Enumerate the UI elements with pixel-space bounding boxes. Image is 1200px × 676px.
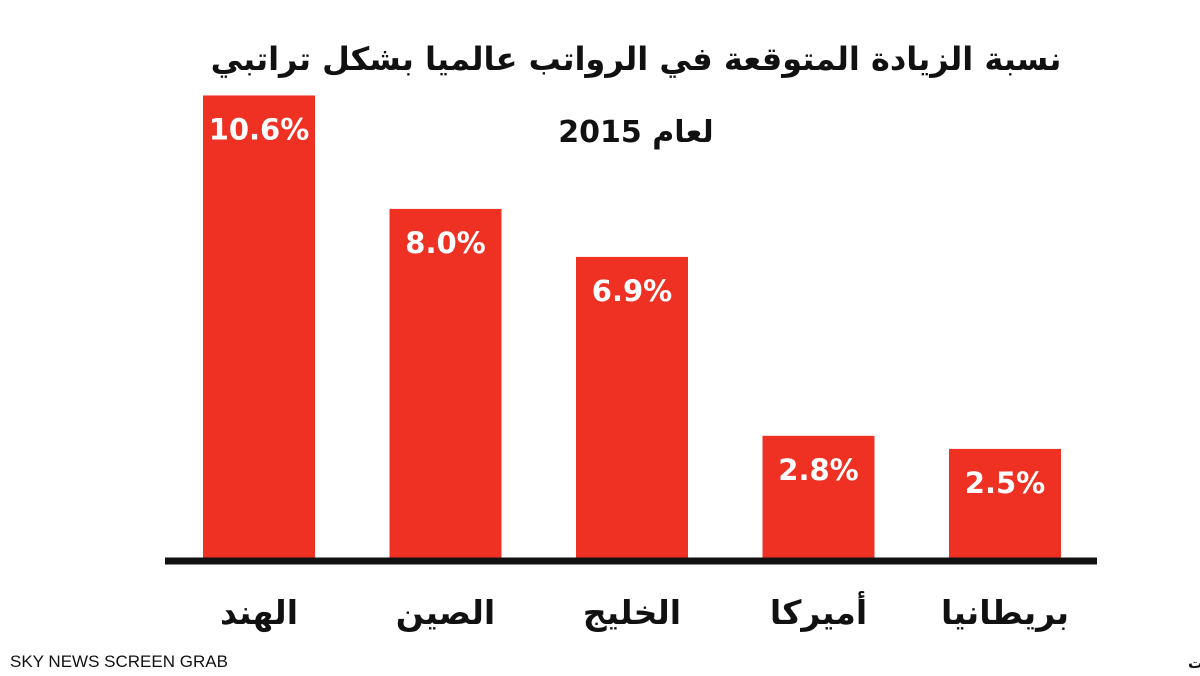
bars-group — [203, 95, 1061, 559]
bar-3 — [576, 256, 688, 558]
watermark: SKY NEWS SCREEN GRAB — [10, 652, 228, 671]
bar-value-label: 8.0% — [405, 226, 485, 260]
value-labels-group: 10.6% 8.0% 6.9% 2.8% 2.5% — [209, 112, 1046, 499]
bar-value-label: 6.9% — [592, 274, 672, 308]
bar-4 — [762, 435, 875, 558]
category-label: الصين — [396, 593, 495, 633]
bar-5 — [949, 448, 1061, 558]
chart-subtitle: لعام 2015 — [558, 115, 713, 150]
chart-title: نسبة الزيادة المتوقعة في الرواتب عالميا … — [211, 40, 1062, 78]
source-note: المصدر: غلف تالنت، هيه غروب ، أون هيوت — [1188, 653, 1200, 672]
category-label: أميركا — [770, 591, 867, 633]
bar-2 — [389, 208, 502, 558]
bar-1 — [203, 95, 315, 559]
category-label: الخليج — [583, 593, 681, 633]
bar-value-label: 2.5% — [965, 466, 1045, 500]
category-label: الهند — [220, 593, 298, 633]
category-labels-group: الهند الصين الخليج أميركا بريطانيا — [220, 591, 1069, 633]
bar-value-label: 10.6% — [209, 112, 310, 146]
category-label: بريطانيا — [941, 593, 1069, 633]
bar-value-label: 2.8% — [778, 453, 858, 487]
